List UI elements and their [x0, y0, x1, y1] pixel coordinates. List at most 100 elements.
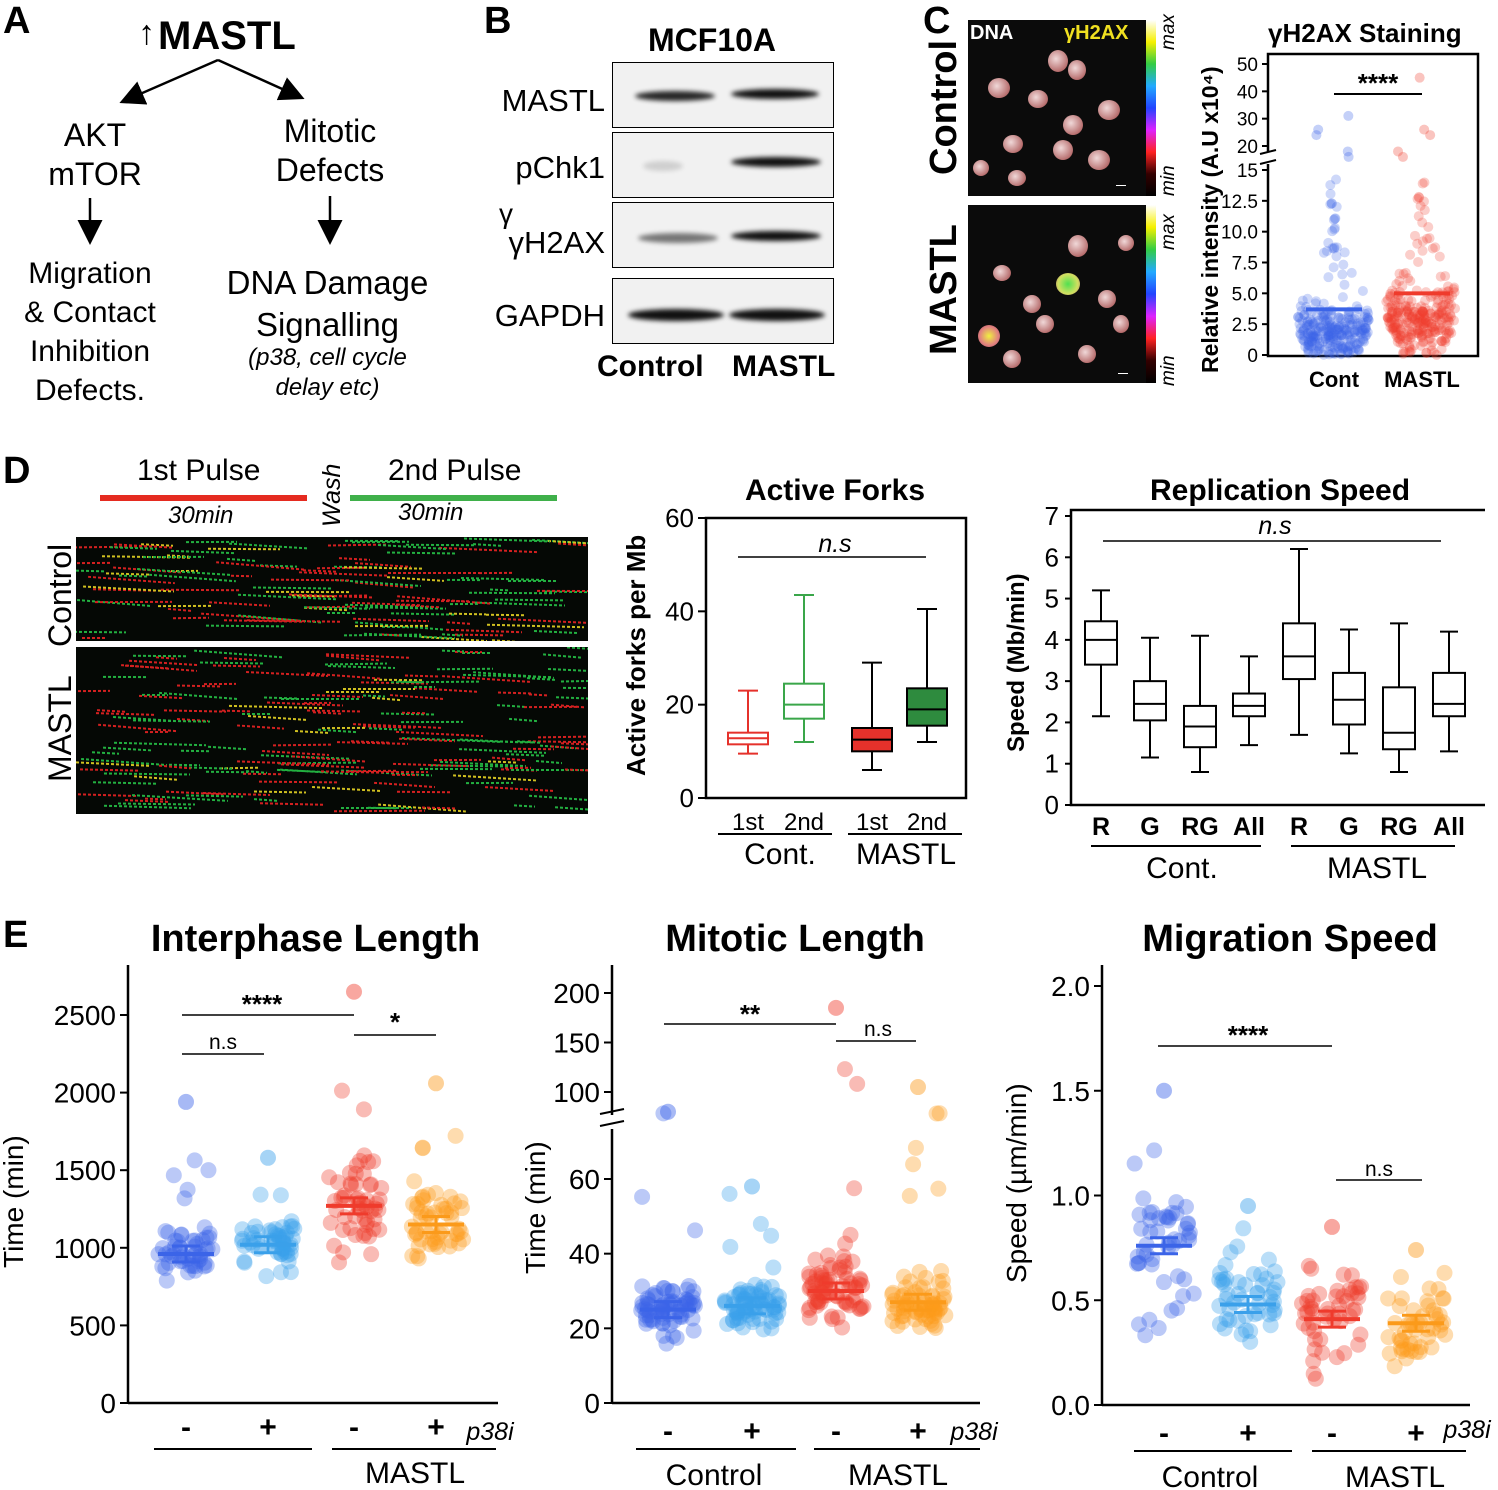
gh2ax-dot: [1402, 312, 1413, 323]
gh2ax-dot: [1324, 330, 1335, 341]
mitotic-dot: [842, 1275, 859, 1292]
gh2ax-dot: [1305, 314, 1316, 325]
interphase-dot: [427, 1233, 444, 1250]
forks-x-2: 2nd: [784, 809, 824, 836]
dna-fiber: [390, 612, 455, 617]
gh2ax-dot: [1391, 322, 1402, 333]
migration-dot: [1434, 1290, 1451, 1307]
gh2ax-dot: [1360, 322, 1371, 333]
mitotic-dot: [722, 1238, 739, 1255]
migration-dot: [1391, 1330, 1408, 1347]
mitotic-dot: [808, 1266, 825, 1283]
migration-group-1: Control: [1162, 1461, 1259, 1490]
migration-dot: [1380, 1290, 1397, 1307]
forks-tick-label: 40: [665, 596, 694, 626]
mitotic-dot: [923, 1315, 940, 1332]
mitotic-dot: [837, 1235, 854, 1252]
interphase-dot: [335, 1244, 352, 1261]
dna-fiber: [158, 605, 212, 608]
interphase-dot: [371, 1191, 388, 1208]
gh2ax-dot: [1355, 329, 1366, 340]
gh2ax-dot: [1397, 151, 1408, 162]
gh2ax-dot: [1343, 341, 1354, 352]
gh2ax-dot: [1402, 335, 1413, 346]
blot-h2ax: [612, 202, 834, 268]
interphase-dot: [424, 1231, 441, 1248]
gh2ax-dot: [1431, 302, 1442, 313]
gh2ax-dot: [1306, 341, 1317, 352]
gh2ax-dot: [1331, 334, 1342, 345]
gh2ax-dot: [1338, 333, 1349, 344]
migration-x-sign: +: [1239, 1417, 1257, 1450]
mitotic-dot: [656, 1280, 673, 1297]
migration-dot: [1221, 1312, 1238, 1329]
migration-dot: [1305, 1365, 1322, 1382]
gh2ax-dot: [1449, 287, 1460, 298]
gh2ax-dot: [1330, 213, 1341, 224]
gh2ax-tick-label: 50: [1237, 55, 1258, 76]
interphase-dot: [200, 1162, 217, 1179]
dna-fiber: [485, 786, 556, 793]
gh2ax-dot: [1417, 245, 1428, 256]
speed-box: [1282, 548, 1316, 736]
mitotic-x-sign: -: [663, 1415, 673, 1448]
gh2ax-dot: [1350, 343, 1361, 354]
gh2ax-dot: [1413, 318, 1424, 329]
gh2ax-axis-break: [1259, 149, 1277, 155]
gh2ax-dot: [1386, 316, 1397, 327]
gh2ax-dot: [1389, 322, 1400, 333]
gh2ax-dot: [1404, 326, 1415, 337]
gh2ax-dot: [1323, 330, 1334, 341]
gh2ax-dot: [1419, 317, 1430, 328]
interphase-dot: [356, 1147, 373, 1164]
gh2ax-dot: [1441, 294, 1452, 305]
panel-a-label: A: [3, 0, 31, 42]
dna-fiber: [92, 750, 120, 755]
gh2ax-dot: [1419, 177, 1430, 188]
speed-tick-label: 7: [1045, 501, 1059, 531]
mitotic-dot: [763, 1278, 780, 1295]
forks-box: [906, 608, 948, 743]
interphase-dot: [286, 1220, 303, 1237]
mitotic-dot: [930, 1273, 947, 1290]
mitotic-dot: [844, 1292, 861, 1309]
mitotic-dot: [639, 1290, 656, 1307]
migration-dot: [1314, 1344, 1331, 1361]
mitotic-dot: [920, 1308, 937, 1325]
gh2ax-dot: [1427, 326, 1438, 337]
panel-a-left-outcome: Migration & Contact Inhibition Defects.: [24, 257, 156, 407]
mitotic-dot: [744, 1314, 761, 1331]
gh2ax-dot: [1357, 325, 1368, 336]
gh2ax-dot: [1299, 330, 1310, 341]
gh2ax-dot: [1400, 267, 1411, 278]
gh2ax-dot: [1406, 329, 1417, 340]
gh2ax-dot: [1313, 326, 1324, 337]
mitotic-dot: [937, 1307, 954, 1324]
dna-fiber: [391, 773, 419, 777]
gh2ax-dot: [1407, 311, 1418, 322]
migration-chart: 2.0 1.5 1.0 0.5 0.0 **** n.s - + - + p38i Contr…: [1051, 965, 1492, 1490]
migration-dot: [1335, 1288, 1352, 1305]
mitotic-dot: [893, 1308, 910, 1325]
gh2ax-dot: [1392, 318, 1403, 329]
interphase-sig-1: ****: [242, 989, 283, 1019]
migration-dot: [1423, 1339, 1440, 1356]
dna-fiber: [465, 781, 513, 784]
panel-a-top: MASTL: [158, 14, 296, 58]
gh2ax-dot: [1305, 325, 1316, 336]
dna-fiber: [76, 630, 127, 634]
gh2ax-dot: [1430, 312, 1441, 323]
gh2ax-dot: [1328, 214, 1339, 225]
migration-dot: [1345, 1302, 1362, 1319]
migration-dot: [1233, 1326, 1250, 1343]
interphase-dot: [276, 1244, 293, 1261]
migration-dot: [1130, 1255, 1147, 1272]
mitotic-dot: [926, 1304, 943, 1321]
mitotic-dot: [685, 1283, 702, 1300]
gh2ax-dot: [1409, 306, 1420, 317]
gh2ax-dot: [1321, 246, 1332, 257]
gh2ax-dot: [1302, 328, 1313, 339]
interphase-dot: [430, 1239, 447, 1256]
speed-box: [1382, 622, 1416, 773]
gh2ax-dot: [1409, 230, 1420, 241]
